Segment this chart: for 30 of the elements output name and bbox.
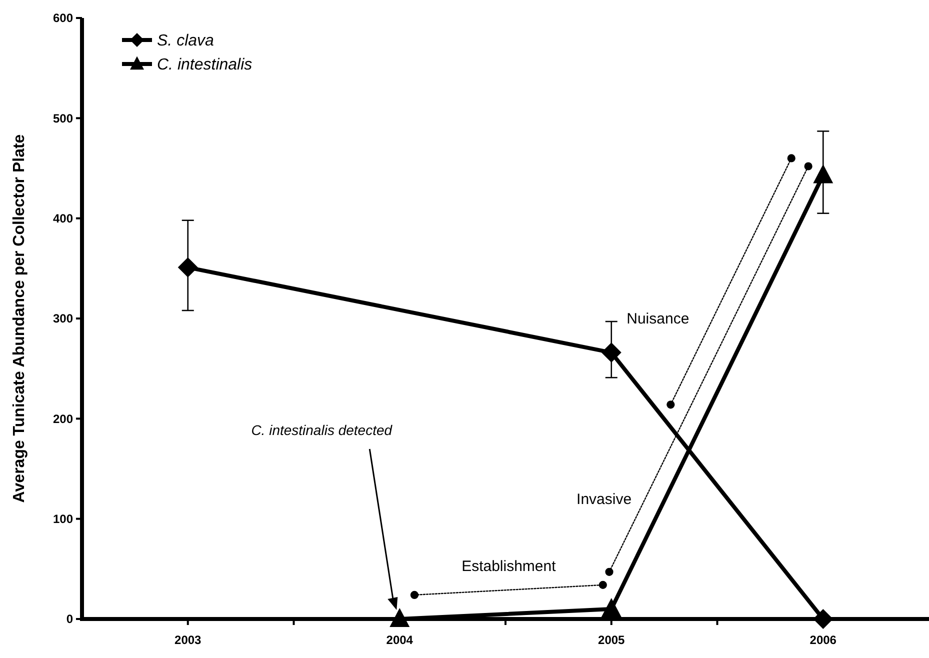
x-tick-label: 2004 xyxy=(386,633,414,647)
point xyxy=(813,609,834,629)
point xyxy=(178,257,198,278)
point xyxy=(601,598,622,617)
point xyxy=(804,162,812,170)
y-tick-label: 200 xyxy=(52,412,74,426)
y-axis-title: Average Tunicate Abundance per Collector Plate xyxy=(11,134,28,503)
point xyxy=(390,608,410,627)
annotation: C. intestinalis detected xyxy=(251,422,394,438)
y-tick-label: 300 xyxy=(52,312,74,326)
point xyxy=(598,580,607,589)
annotation: Nuisance xyxy=(626,310,690,328)
x-tick-label: 2003 xyxy=(174,633,202,647)
y-tick-label: 600 xyxy=(52,11,74,26)
point xyxy=(601,342,622,363)
annotation: Invasive xyxy=(576,491,632,508)
x-tick-label: 2006 xyxy=(810,633,837,647)
annotation: Establishment xyxy=(462,558,557,576)
point xyxy=(787,154,796,162)
y-tick-label: 500 xyxy=(52,111,74,126)
y-tick-label: 400 xyxy=(52,212,74,226)
x-tick-label: 2005 xyxy=(598,633,626,647)
y-tick-label: 0 xyxy=(66,612,74,626)
legend-label: S. clava xyxy=(157,32,214,50)
y-tick-label: 100 xyxy=(52,512,74,526)
point xyxy=(813,164,834,184)
point xyxy=(666,400,675,409)
legend-label: C. intestinalis xyxy=(157,56,252,74)
point xyxy=(410,590,418,600)
point xyxy=(605,568,614,576)
